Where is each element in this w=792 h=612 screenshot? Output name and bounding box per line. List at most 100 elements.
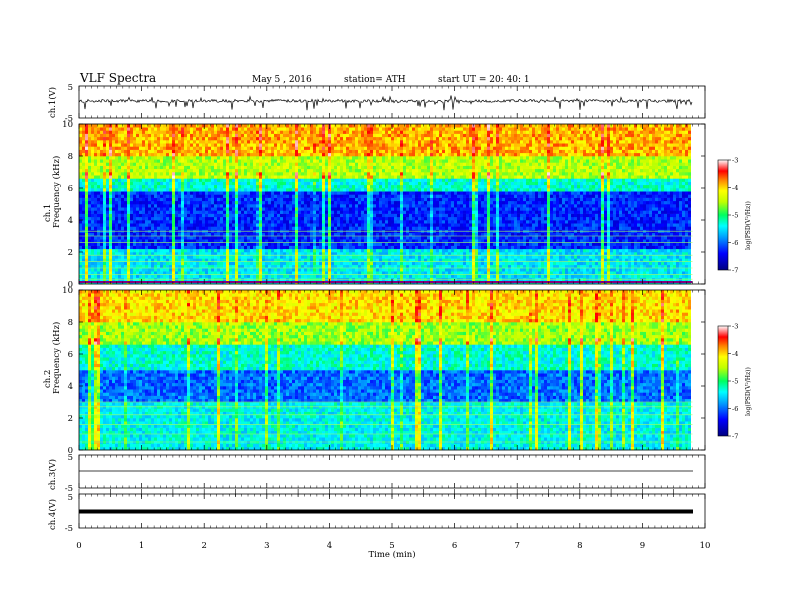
spectrogram-cell (220, 156, 223, 160)
spectrogram-cell (301, 162, 304, 166)
spectrogram-cell (106, 156, 109, 160)
spectrogram-cell (211, 140, 214, 144)
spectrogram-cell (178, 246, 181, 250)
spectrogram-cell (97, 246, 100, 250)
spectrogram-cell (373, 210, 376, 214)
spectrogram-cell (91, 226, 94, 230)
spectrogram-cell (127, 210, 130, 214)
spectrogram-cell (310, 194, 313, 198)
spectrogram-cell (91, 143, 94, 147)
spectrogram-cell (280, 191, 283, 195)
spectrogram-cell (253, 274, 256, 278)
spectrogram-cell (157, 130, 160, 134)
spectrogram-cell (337, 249, 340, 253)
spectrogram-cell (337, 178, 340, 182)
spectrogram-cell (226, 210, 229, 214)
spectrogram-cell (274, 262, 277, 266)
spectrogram-cell (319, 143, 322, 147)
spectrogram-cell (166, 150, 169, 154)
spectrogram-cell (124, 156, 127, 160)
spectrogram-cell (271, 207, 274, 211)
spectrogram-cell (148, 188, 151, 192)
spectrogram-cell (148, 124, 151, 128)
spectrogram-cell (304, 137, 307, 141)
spectrogram-cell (196, 166, 199, 170)
spectrogram-cell (364, 159, 367, 163)
spectrogram-cell (262, 198, 265, 202)
spectrogram-cell (301, 191, 304, 195)
spectrogram-cell (112, 236, 115, 240)
spectrogram-cell (214, 191, 217, 195)
spectrogram-cell (253, 246, 256, 250)
spectrogram-cell (136, 242, 139, 246)
spectrogram-cell (277, 249, 280, 253)
spectrogram-cell (100, 182, 103, 186)
spectrogram-cell (247, 140, 250, 144)
spectrogram-cell (121, 140, 124, 144)
spectrogram-cell (160, 143, 163, 147)
spectrogram-cell (91, 217, 94, 221)
spectrogram-cell (94, 274, 97, 278)
spectrogram-cell (271, 185, 274, 189)
spectrogram-cell (196, 198, 199, 202)
spectrogram-cell (100, 134, 103, 138)
spectrogram-cell (79, 146, 82, 150)
spectrogram-cell (109, 236, 112, 240)
spectrogram-cell (241, 178, 244, 182)
spectrogram-cell (121, 153, 124, 157)
spectrogram-cell (220, 210, 223, 214)
spectrogram-cell (154, 175, 157, 179)
spectrogram-cell (304, 169, 307, 173)
spectrogram-cell (361, 140, 364, 144)
spectrogram-cell (124, 262, 127, 266)
spectrogram-cell (340, 140, 343, 144)
spectrogram-cell (367, 146, 370, 150)
spectrogram-cell (151, 194, 154, 198)
spectrogram-cell (364, 194, 367, 198)
spectrogram-cell (214, 214, 217, 218)
spectrogram-cell (334, 217, 337, 221)
spectrogram-cell (241, 268, 244, 272)
spectrogram-cell (190, 262, 193, 266)
spectrogram-cell (250, 204, 253, 208)
spectrogram-cell (109, 217, 112, 221)
spectrogram-cell (106, 207, 109, 211)
spectrogram-cell (259, 194, 262, 198)
spectrogram-cell (199, 255, 202, 259)
spectrogram-cell (136, 217, 139, 221)
spectrogram-cell (298, 226, 301, 230)
spectrogram-cell (232, 130, 235, 134)
spectrogram-cell (145, 217, 148, 221)
spectrogram-cell (292, 159, 295, 163)
spectrogram-cell (265, 146, 268, 150)
spectrogram-cell (190, 127, 193, 131)
spectrogram-cell (334, 188, 337, 192)
spectrogram-cell (115, 185, 118, 189)
spectrogram-cell (340, 274, 343, 278)
spectrogram-cell (331, 262, 334, 266)
spectrogram-cell (160, 262, 163, 266)
spectrogram-cell (289, 127, 292, 131)
spectrogram-cell (229, 204, 232, 208)
spectrogram-cell (94, 182, 97, 186)
spectrogram-cell (241, 172, 244, 176)
spectrogram-cell (313, 150, 316, 154)
spectrogram-cell (343, 242, 346, 246)
spectrogram-cell (349, 137, 352, 141)
spectrogram-cell (136, 162, 139, 166)
spectrogram-cell (241, 226, 244, 230)
spectrogram-cell (205, 220, 208, 224)
spectrogram-cell (160, 188, 163, 192)
spectrogram-cell (304, 207, 307, 211)
spectrogram-cell (202, 242, 205, 246)
spectrogram-cell (253, 134, 256, 138)
spectrogram-cell (322, 178, 325, 182)
spectrogram-cell (271, 242, 274, 246)
spectrogram-cell (103, 214, 106, 218)
spectrogram-cell (340, 249, 343, 253)
spectrogram-cell (91, 166, 94, 170)
spectrogram-cell (301, 137, 304, 141)
spectrogram-cell (154, 159, 157, 163)
spectrogram-cell (208, 204, 211, 208)
spectrogram-cell (364, 242, 367, 246)
